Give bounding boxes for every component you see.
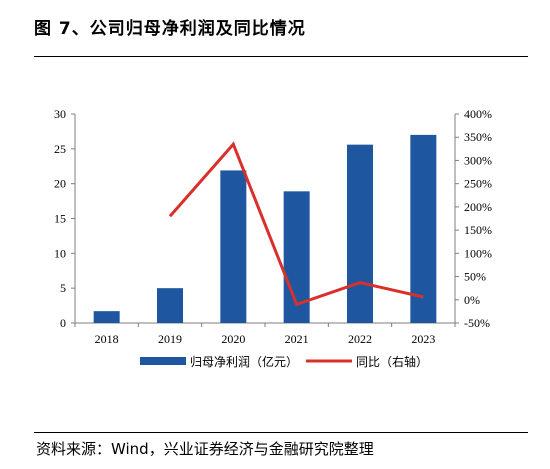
legend-swatch-bar xyxy=(140,357,186,365)
y-tick-label: 0 xyxy=(60,316,66,330)
y2-tick-label: 0% xyxy=(464,293,480,307)
source-note: 资料来源：Wind，兴业证券经济与金融研究院整理 xyxy=(36,440,374,458)
bar xyxy=(93,311,120,323)
x-tick-label: 2023 xyxy=(411,332,435,346)
y2-tick-label: 100% xyxy=(464,246,492,260)
bar xyxy=(410,134,437,323)
y-tick-label: 25 xyxy=(54,142,66,156)
source-rule xyxy=(34,432,528,433)
y2-tick-label: 50% xyxy=(464,270,486,284)
y2-tick-label: -50% xyxy=(464,316,490,330)
y-tick-label: 10 xyxy=(54,246,66,260)
legend: 归母净利润（亿元） 同比（右轴） xyxy=(140,354,428,369)
x-tick-label: 2022 xyxy=(348,332,372,346)
y2-tick-label: 150% xyxy=(464,223,492,237)
axes xyxy=(71,113,459,327)
bars xyxy=(93,134,437,323)
yoy-line xyxy=(168,141,424,307)
y-tick-label: 30 xyxy=(54,107,66,121)
y-tick-label: 20 xyxy=(54,177,66,191)
x-tick-label: 2018 xyxy=(95,332,119,346)
x-tick-label: 2020 xyxy=(221,332,245,346)
x-tick-label: 2019 xyxy=(158,332,182,346)
y2-tick-label: 350% xyxy=(464,130,492,144)
y2-tick-label: 200% xyxy=(464,200,492,214)
bar xyxy=(347,144,373,323)
y-tick-label: 5 xyxy=(60,281,66,295)
legend-label-line: 同比（右轴） xyxy=(356,354,428,369)
y2-tick-label: 400% xyxy=(464,107,492,121)
yoy-series-line xyxy=(168,141,424,307)
title-rule xyxy=(34,56,528,57)
bar xyxy=(220,170,247,323)
bar xyxy=(157,288,183,323)
y2-tick-label: 300% xyxy=(464,153,492,167)
tick-labels: 0 5 10 15 20 25 30 -50% 0% 50% 100% 150% 200% 250% 300… xyxy=(54,107,492,346)
y-tick-label: 15 xyxy=(54,212,66,226)
x-tick-label: 2021 xyxy=(285,332,309,346)
figure-title: 图 7、公司归母净利润及同比情况 xyxy=(34,19,306,39)
y2-tick-label: 250% xyxy=(464,177,492,191)
legend-label-bar: 归母净利润（亿元） xyxy=(190,354,298,369)
